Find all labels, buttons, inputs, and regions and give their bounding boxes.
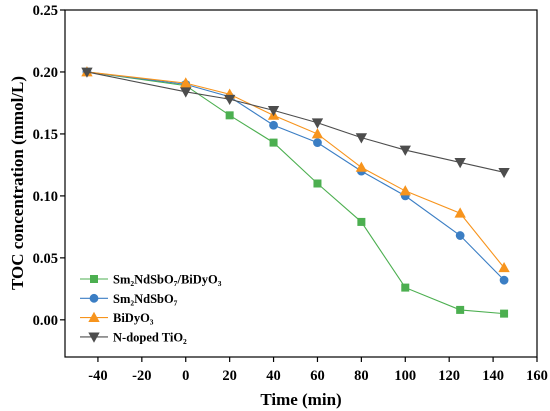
y-axis-title: TOC concentration (mmol/L) [8,76,27,290]
n-doped-tio2-data-point [355,133,368,144]
x-tick-label: 20 [222,368,237,384]
legend-marker-n-doped-tio2 [88,332,100,343]
sm2ndsbo7-data-point [313,138,322,148]
x-tick-label: 160 [526,368,548,384]
legend-item-n-doped-tio2: N-doped TiO₂ [80,330,187,344]
n-doped-tio2-data-point [498,167,510,179]
bidyo3-data-point [454,207,466,218]
series-n-doped-tio2 [81,67,510,179]
plot-frame [64,9,538,358]
legend-item-bidyo3: BiDyO₃ [80,311,154,325]
n-doped-tio2-data-point [454,158,466,169]
x-tick-label: -20 [132,368,151,384]
x-tick-label: 60 [310,368,325,384]
x-tick-label: 120 [438,368,460,384]
sm2ndsbo7-bidyo3-data-point [269,138,278,147]
x-tick-label: 100 [394,368,416,384]
y-tick-label: 0.00 [33,313,58,329]
sm2ndsbo7-bidyo3-data-point [456,305,465,314]
legend-item-sm2ndsbo7-bidyo3: Sm₂NdSbO₇/BiDyO₃ [80,273,222,287]
legend-label: Sm₂NdSbO₇ [113,292,178,306]
x-tick-label: 0 [182,368,189,384]
bidyo3-data-point [498,261,510,273]
sm2ndsbo7-bidyo3-data-point [225,111,234,120]
legend-label: BiDyO₃ [113,311,154,325]
legend-marker-sm2ndsbo7 [89,293,99,303]
n-doped-tio2-data-point [180,87,192,98]
y-tick-label: 0.20 [33,65,58,81]
axes: -40 -20 0 20 40 60 80 100 120 140 160 0.00 0.05 0.10 0… [33,3,548,384]
x-tick-label: -40 [88,368,107,384]
bidyo3-data-point [180,77,192,88]
n-doped-tio2-data-point [81,67,93,78]
sm2ndsbo7-data-point [269,120,278,130]
legend-label: N-doped TiO₂ [113,330,187,344]
legend-marker-sm2ndsbo7-bidyo3 [90,274,99,283]
n-doped-tio2-data-point [399,145,411,156]
y-tick-label: 0.15 [33,127,58,143]
x-tick-label: 40 [266,368,281,384]
x-axis-title: Time (min) [260,390,341,409]
sm2ndsbo7-bidyo3-data-point [500,309,509,318]
y-tick-label: 0.10 [33,189,58,205]
legend-label: Sm₂NdSbO₇/BiDyO₃ [113,273,222,287]
legend: Sm₂NdSbO₇/BiDyO₃ Sm₂NdSbO₇ BiDyO₃ N-doped T… [80,273,222,344]
legend-item-sm2ndsbo7: Sm₂NdSbO₇ [80,292,178,306]
n-doped-tio2-data-point [223,94,236,106]
sm2ndsbo7-data-point [455,231,465,240]
sm2ndsbo7-bidyo3-data-point [401,283,410,292]
bidyo3-data-point [311,128,324,139]
sm2ndsbo7-bidyo3-data-point [357,217,366,226]
n-doped-tio2-data-point [311,118,324,129]
sm2ndsbo7-bidyo3-data-point [313,179,322,188]
legend-marker-bidyo3 [88,311,100,323]
bidyo3-data-point [355,161,368,172]
data-series [81,66,510,318]
y-tick-label: 0.05 [33,251,58,267]
x-tick-label: 80 [354,368,369,384]
x-tick-label: 140 [482,368,504,384]
n-doped-tio2-data-point [267,105,280,117]
sm2ndsbo7-data-point [499,275,509,285]
y-tick-label: 0.25 [33,3,58,19]
bidyo3-data-point [399,185,411,196]
